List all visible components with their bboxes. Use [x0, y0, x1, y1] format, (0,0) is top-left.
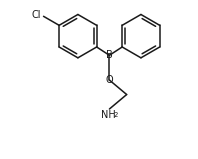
Text: B: B — [106, 50, 113, 60]
Text: 2: 2 — [114, 112, 118, 118]
Text: Cl: Cl — [32, 10, 41, 20]
Text: O: O — [106, 75, 113, 85]
Text: NH: NH — [102, 110, 116, 120]
